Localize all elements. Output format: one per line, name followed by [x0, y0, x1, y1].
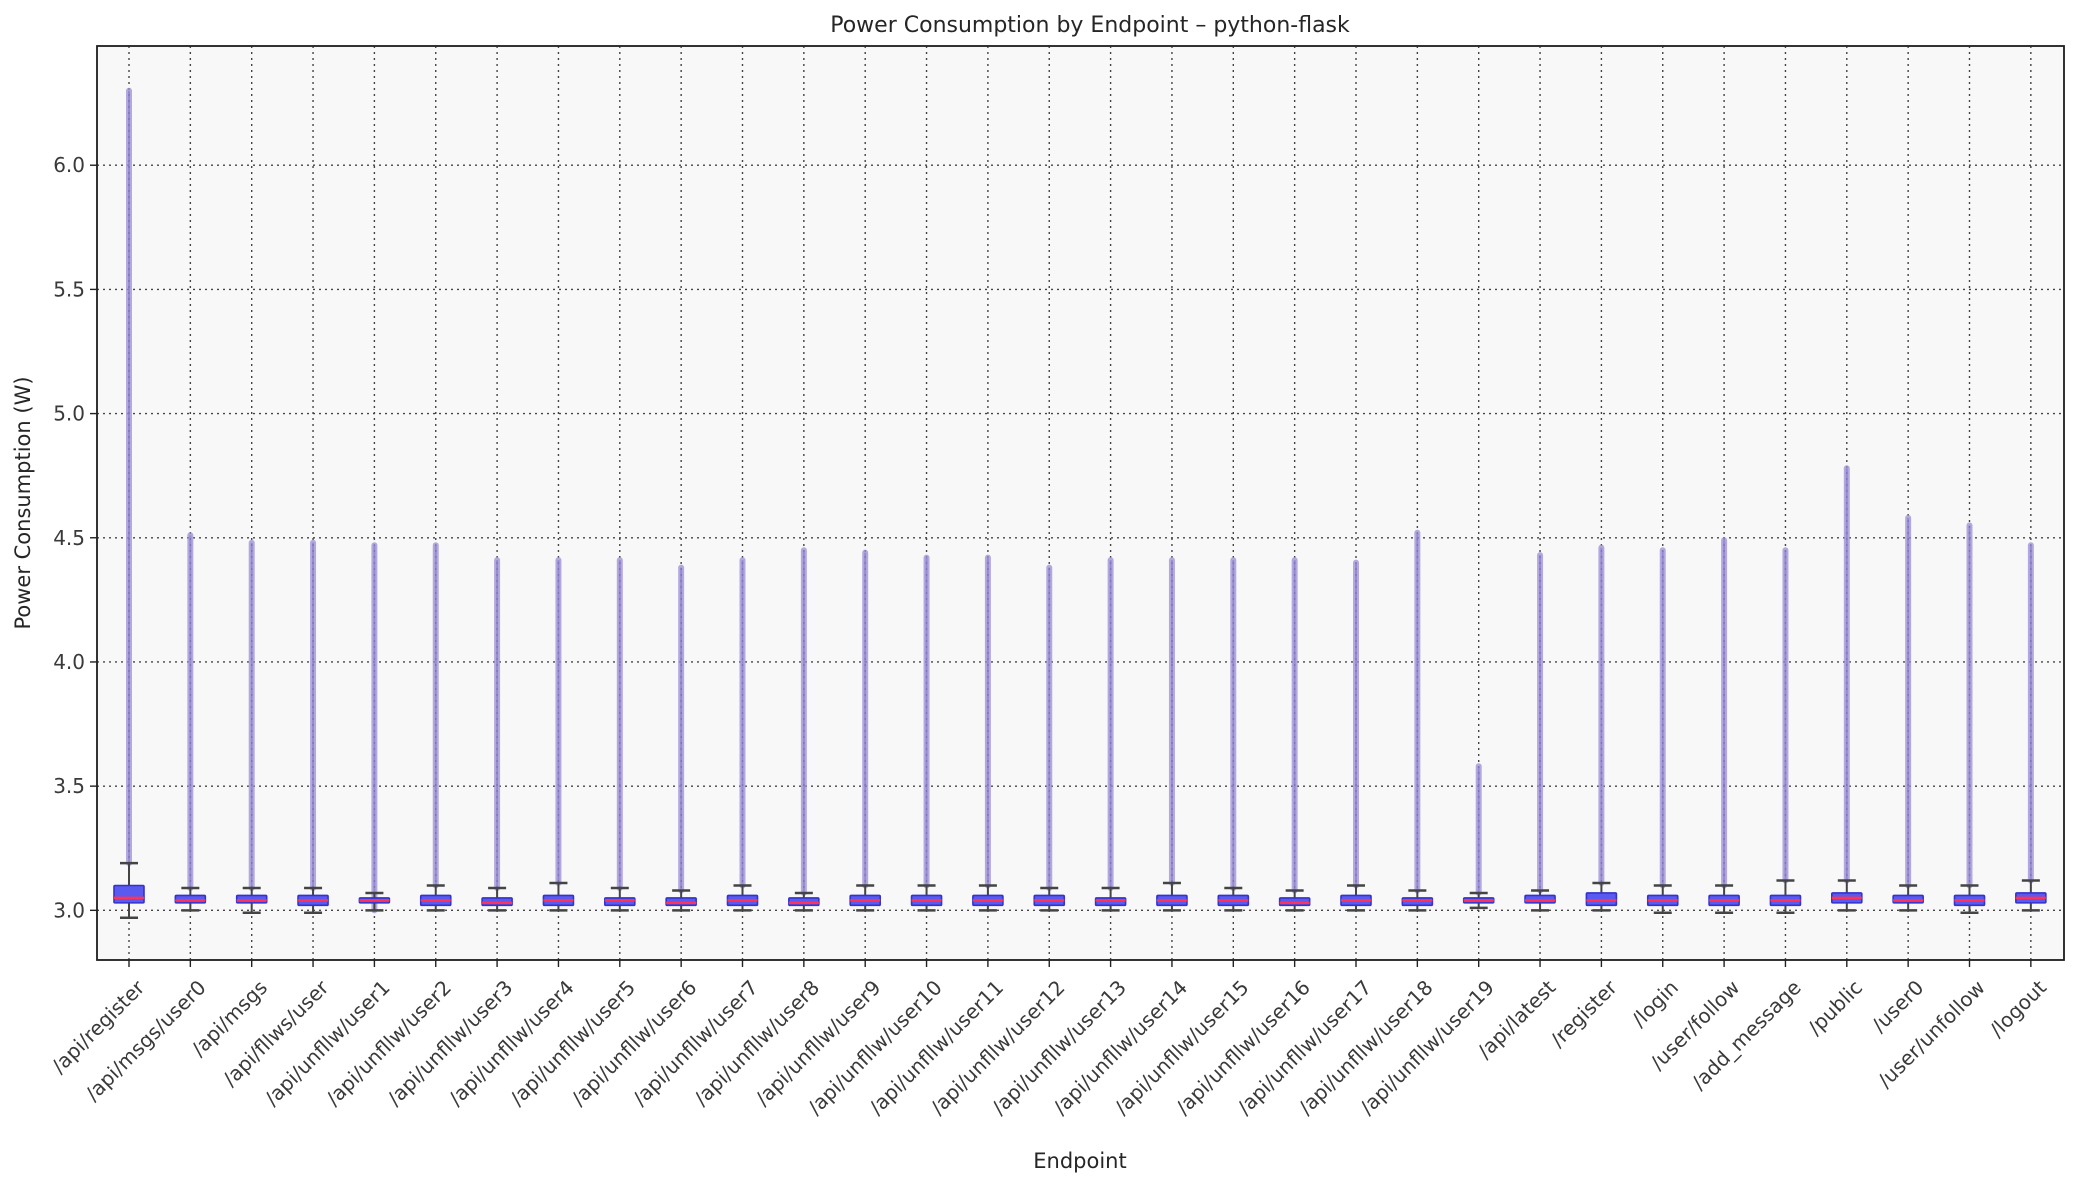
box-group — [1462, 763, 1495, 910]
box-group — [910, 554, 943, 912]
box-group — [603, 557, 636, 912]
box-group — [358, 542, 391, 914]
box-group — [972, 554, 1004, 912]
x-tick-label: /logout — [1985, 975, 2052, 1042]
x-tick-label: /login — [1627, 975, 1683, 1031]
box-group — [235, 539, 268, 915]
y-tick-label: 4.5 — [53, 526, 85, 550]
box-group — [1401, 529, 1434, 912]
x-ticks: /api/register/api/msgs/user0/api/msgs/ap… — [47, 960, 2052, 1119]
box-group — [1831, 465, 1863, 912]
y-axis-label: Power Consumption (W) — [11, 376, 35, 629]
box-group — [1953, 522, 1986, 915]
box-group — [1156, 557, 1188, 912]
plot-area — [96, 45, 2065, 961]
box-group — [1892, 514, 1924, 912]
y-tick-label: 4.0 — [53, 650, 85, 674]
plot-border — [96, 45, 2065, 961]
boxes-layer — [113, 87, 2047, 920]
grid-lines — [97, 46, 2064, 960]
x-tick-label: /register — [1545, 975, 1622, 1052]
box-group — [726, 557, 759, 912]
x-tick-label: /user/unfollow — [1873, 975, 1990, 1092]
box-group — [174, 532, 207, 912]
box-group — [1033, 564, 1066, 912]
y-tick-label: 5.0 — [53, 402, 85, 426]
x-tick-label: /add_message — [1687, 975, 1806, 1094]
y-tick-label: 6.0 — [53, 153, 85, 177]
box-group — [1585, 544, 1618, 912]
box-group — [2015, 542, 2047, 912]
box-group — [113, 87, 145, 920]
box-group — [419, 542, 452, 912]
box-group — [297, 539, 329, 915]
iqr-box — [113, 884, 145, 904]
y-ticks: 3.0 3.5 4.0 4.5 5.0 5.5 6.0 — [53, 153, 97, 922]
x-axis-label: Endpoint — [1033, 1149, 1126, 1173]
box-group — [1708, 537, 1740, 915]
box-group — [1646, 547, 1679, 915]
y-tick-label: 3.5 — [53, 774, 85, 798]
x-tick-label: /public — [1803, 975, 1867, 1039]
box-group — [1094, 557, 1127, 912]
box-group — [481, 557, 513, 912]
box-group — [1340, 559, 1372, 912]
box-group — [542, 557, 575, 912]
box-group — [1217, 557, 1250, 912]
chart-title: Power Consumption by Endpoint – python-f… — [830, 13, 1350, 38]
box-group — [665, 564, 697, 912]
box-group — [1278, 557, 1311, 912]
box-group — [1524, 552, 1556, 912]
y-tick-label: 5.5 — [53, 277, 85, 301]
box-group — [788, 547, 820, 912]
y-tick-label: 3.0 — [53, 898, 85, 922]
x-tick-label: /api/fllws/user — [218, 975, 334, 1091]
box-group — [1769, 547, 1802, 915]
box-group — [849, 549, 882, 912]
